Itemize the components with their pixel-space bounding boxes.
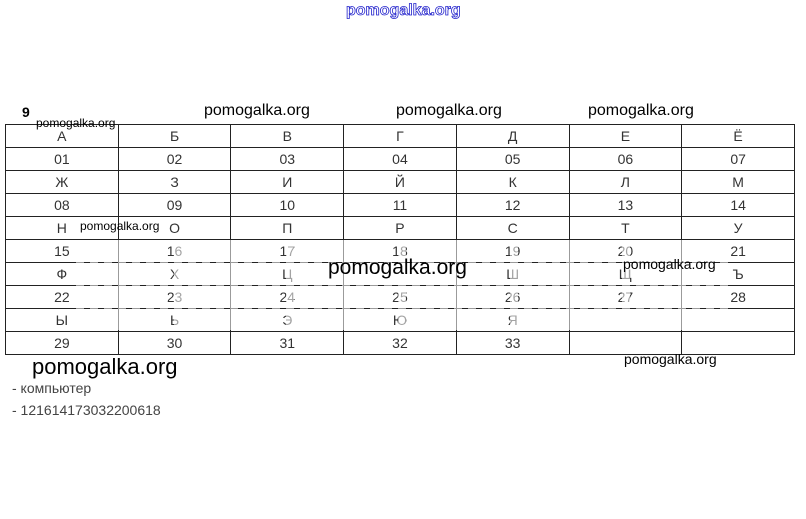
watermark: pomogalka.org xyxy=(204,102,310,119)
watermark: pomogalka.org xyxy=(396,102,502,119)
table-row: 08 09 10 11 12 13 14 xyxy=(5,193,795,217)
letter-cell: Ц xyxy=(230,262,345,286)
code-cell: 32 xyxy=(343,331,457,355)
code-cell: 12 xyxy=(455,193,570,217)
code-cell: 07 xyxy=(681,147,795,171)
letter-cell: П xyxy=(230,216,345,240)
table-row: 01 02 03 04 05 06 07 xyxy=(5,147,795,171)
letter-cell: В xyxy=(230,124,345,148)
alphabet-code-table: А Б В Г Д Е Ё 01 02 03 04 05 06 07 Ж З И Й К Л М 08 09 10 11 12 13… xyxy=(5,124,795,355)
code-cell: 08 xyxy=(5,193,119,217)
watermark: pomogalka.org xyxy=(328,256,467,279)
letter-cell: Й xyxy=(343,170,457,194)
code-cell: 06 xyxy=(568,147,683,171)
letter-cell: Ё xyxy=(681,124,795,148)
code-cell: 10 xyxy=(230,193,345,217)
letter-cell: Т xyxy=(568,216,683,240)
code-cell: 22 xyxy=(5,285,119,309)
letter-cell xyxy=(681,308,795,332)
letter-cell: И xyxy=(230,170,345,194)
code-cell: 01 xyxy=(5,147,119,171)
code-cell: 15 xyxy=(5,239,119,263)
table-row: 29 30 31 32 33 xyxy=(5,331,795,355)
letter-cell: Я xyxy=(455,308,570,332)
letter-cell: Б xyxy=(117,124,232,148)
watermark: pomogalka.org xyxy=(36,116,116,130)
letter-cell: Э xyxy=(230,308,345,332)
code-cell: 25 xyxy=(343,285,457,309)
code-cell: 16 xyxy=(117,239,232,263)
code-cell xyxy=(568,331,683,355)
code-cell: 17 xyxy=(230,239,345,263)
letter-cell: У xyxy=(681,216,795,240)
letter-cell: Д xyxy=(455,124,570,148)
letter-cell: Ь xyxy=(117,308,232,332)
code-cell: 03 xyxy=(230,147,345,171)
letter-cell: К xyxy=(455,170,570,194)
letter-cell: З xyxy=(117,170,232,194)
letter-cell: Ф xyxy=(5,262,119,286)
code-cell: 28 xyxy=(681,285,795,309)
answer-code: - 121614173032200618 xyxy=(12,402,161,418)
letter-cell: Л xyxy=(568,170,683,194)
letter-cell: Е xyxy=(568,124,683,148)
watermark-top: pomogalka.org xyxy=(346,2,461,20)
letter-cell: М xyxy=(681,170,795,194)
code-cell xyxy=(681,331,795,355)
code-cell: 24 xyxy=(230,285,345,309)
watermark: pomogalka.org xyxy=(80,219,160,233)
task-number: 9 xyxy=(22,104,30,120)
watermark: pomogalka.org xyxy=(624,351,717,367)
letter-cell xyxy=(568,308,683,332)
answer-word: - компьютер xyxy=(12,380,92,396)
letter-cell: Ш xyxy=(455,262,570,286)
watermark: pomogalka.org xyxy=(623,256,716,272)
code-cell: 26 xyxy=(455,285,570,309)
code-cell: 02 xyxy=(117,147,232,171)
code-cell: 05 xyxy=(455,147,570,171)
code-cell: 29 xyxy=(5,331,119,355)
code-cell: 27 xyxy=(568,285,683,309)
table-row: 22 23 24 25 26 27 28 xyxy=(5,285,795,309)
code-cell: 33 xyxy=(455,331,570,355)
code-cell: 09 xyxy=(117,193,232,217)
code-cell: 13 xyxy=(568,193,683,217)
watermark: pomogalka.org xyxy=(588,102,694,119)
letter-cell: Ю xyxy=(343,308,457,332)
letter-cell: Г xyxy=(343,124,457,148)
letter-cell: Р xyxy=(343,216,457,240)
code-cell: 14 xyxy=(681,193,795,217)
code-cell: 11 xyxy=(343,193,457,217)
watermark: pomogalka.org xyxy=(32,354,178,379)
letter-cell: Ж xyxy=(5,170,119,194)
letter-cell: С xyxy=(455,216,570,240)
code-cell: 23 xyxy=(117,285,232,309)
letter-cell: Х xyxy=(117,262,232,286)
code-cell: 04 xyxy=(343,147,457,171)
code-cell: 30 xyxy=(117,331,232,355)
letter-cell: Ы xyxy=(5,308,119,332)
code-cell: 31 xyxy=(230,331,345,355)
code-cell: 19 xyxy=(455,239,570,263)
